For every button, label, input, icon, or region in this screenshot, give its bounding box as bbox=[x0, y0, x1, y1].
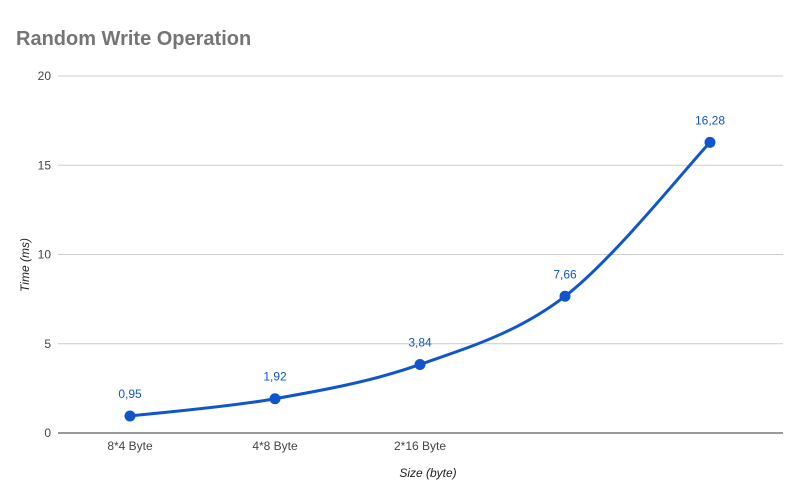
y-tick-label: 10 bbox=[38, 248, 52, 262]
y-tick-label: 20 bbox=[38, 69, 52, 83]
y-tick-label: 5 bbox=[44, 337, 51, 351]
data-label: 1,92 bbox=[263, 370, 287, 384]
data-labels: 0,95 1,92 3,84 7,66 16,28 bbox=[118, 113, 725, 401]
data-point bbox=[269, 393, 281, 405]
data-label: 16,28 bbox=[695, 113, 725, 127]
x-axis-ticks: 8*4 Byte 4*8 Byte 2*16 Byte bbox=[107, 439, 446, 453]
chart-title: Random Write Operation bbox=[16, 28, 251, 50]
x-tick-label: 4*8 Byte bbox=[252, 439, 298, 453]
series-line bbox=[128, 140, 712, 418]
y-axis-ticks: 0 5 10 15 20 bbox=[38, 69, 52, 440]
x-tick-label: 2*16 Byte bbox=[394, 439, 446, 453]
data-label: 7,66 bbox=[553, 267, 577, 281]
y-tick-label: 15 bbox=[38, 158, 52, 172]
gridlines bbox=[58, 75, 783, 345]
data-point bbox=[559, 290, 571, 302]
data-point bbox=[414, 358, 426, 370]
data-label: 0,95 bbox=[118, 387, 142, 401]
x-axis-label: Size (byte) bbox=[399, 466, 456, 480]
x-tick-label: 8*4 Byte bbox=[107, 439, 153, 453]
y-tick-label: 0 bbox=[44, 426, 51, 440]
data-points bbox=[124, 136, 716, 422]
data-point bbox=[704, 136, 716, 148]
data-label: 3,84 bbox=[408, 335, 432, 349]
data-point bbox=[124, 410, 136, 422]
y-axis-label: Time (ms) bbox=[18, 238, 32, 292]
